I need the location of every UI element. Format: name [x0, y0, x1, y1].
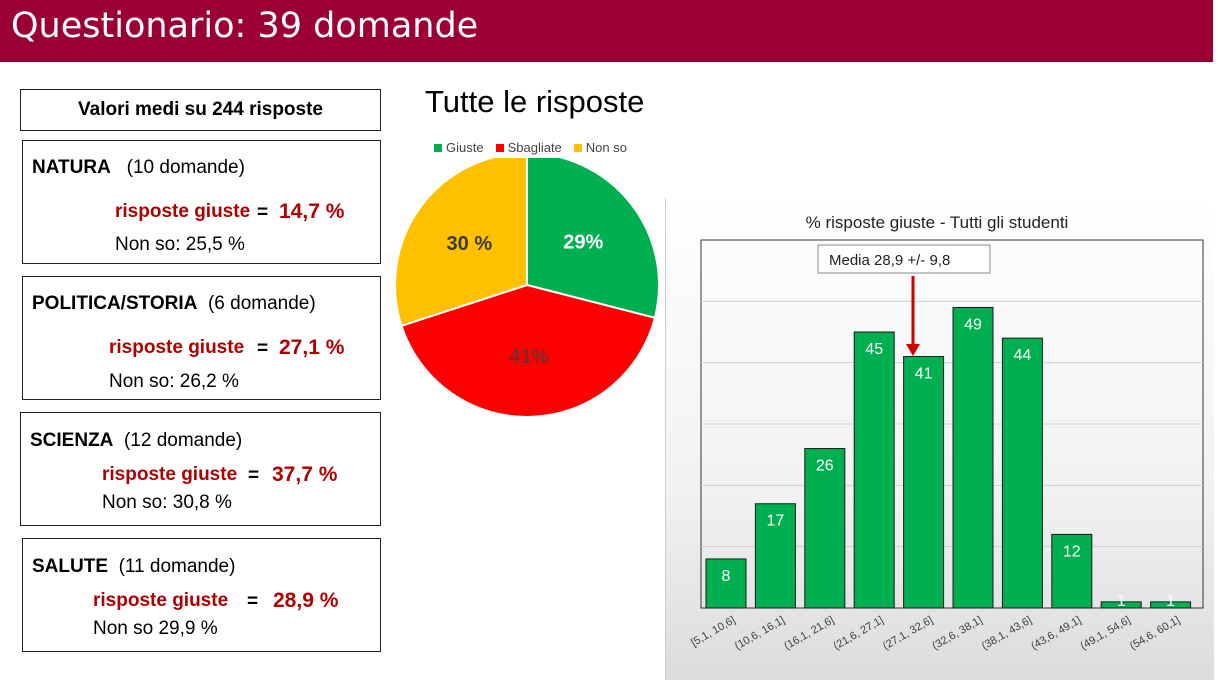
bar-data-label: 17 [767, 513, 785, 530]
category-questions: (6 domande) [207, 293, 316, 314]
bar-data-label: 45 [865, 341, 883, 358]
equals-sign: = [248, 465, 260, 486]
histogram-bar [1051, 533, 1093, 609]
page-title: Questionario: 39 domande [11, 6, 479, 46]
category-name: POLITICA/STORIA [32, 293, 198, 314]
category-name: NATURA [32, 157, 111, 178]
nonso-value: Non so: 26,2 % [109, 371, 239, 392]
pie-chart-title: Tutte le risposte [425, 84, 645, 119]
bar-data-label: 12 [1063, 543, 1081, 560]
category-box-scienza: SCIENZA (12 domande) risposte giuste = 3… [20, 412, 381, 526]
histogram-title: % risposte giuste - Tutti gli studenti [806, 213, 1069, 232]
category-box-salute: SALUTE (11 domande) risposte giuste = 28… [22, 538, 381, 652]
x-tick-label: (10,6, 16,1] [733, 614, 787, 652]
giuste-value: 28,9 % [273, 589, 339, 612]
histogram-bar [1150, 601, 1192, 609]
legend-label-nonso: Non so [585, 140, 627, 155]
giuste-value: 27,1 % [279, 336, 345, 359]
pie-data-label: 30 % [447, 233, 493, 255]
histogram-bar [903, 356, 945, 609]
x-tick-label: (32,6, 38,1] [930, 614, 984, 652]
equals-sign: = [257, 338, 269, 359]
category-questions: (11 domande) [118, 556, 236, 577]
category-box-politica: POLITICA/STORIA (6 domande) risposte giu… [22, 276, 381, 400]
category-questions: (12 domande) [123, 430, 243, 451]
bar-data-label: 1 [1117, 593, 1126, 610]
pie-slice-non-so [394, 158, 528, 328]
bar-data-label: 8 [722, 568, 731, 585]
giuste-value: 37,7 % [272, 463, 338, 486]
summary-title: Valori medi su 244 risposte [78, 99, 323, 120]
x-tick-label: [5,1, 10,6] [689, 614, 737, 649]
legend-item-giuste: Giuste [434, 140, 484, 155]
bar-data-label: 26 [816, 458, 834, 475]
pie-legend: Giuste Sbagliate Non so [434, 140, 627, 155]
giuste-value: 14,7 % [279, 200, 345, 223]
legend-item-nonso: Non so [573, 140, 627, 155]
histogram-bar [853, 331, 895, 609]
category-box-natura: NATURA (10 domande) risposte giuste = 14… [22, 140, 381, 264]
legend-item-sbagliate: Sbagliate [495, 140, 562, 155]
histogram-bar [1001, 337, 1043, 609]
nonso-value: Non so: 30,8 % [102, 492, 232, 513]
category-name: SCIENZA [30, 430, 114, 451]
pie-data-label: 29% [563, 231, 603, 253]
legend-swatch-giuste [434, 143, 442, 152]
x-tick-label: (49,1, 54,6] [1079, 614, 1133, 652]
bar-data-label: 44 [1014, 347, 1032, 364]
nonso-value: Non so 29,9 % [93, 618, 218, 639]
bar-data-label: 49 [964, 316, 982, 333]
histogram-bar [705, 558, 747, 609]
giuste-label: risposte giuste [109, 337, 245, 358]
legend-label-sbagliate: Sbagliate [507, 140, 562, 155]
summary-box: Valori medi su 244 risposte [20, 89, 381, 131]
pie-slice-sbagliate [400, 283, 657, 418]
bar-data-label: 41 [915, 366, 933, 383]
histogram-bar [804, 448, 846, 609]
equals-sign: = [247, 591, 259, 612]
x-tick-label: (16,1, 21,6] [782, 614, 836, 652]
histogram-chart: % risposte giuste - Tutti gli studenti 8 [… [689, 213, 1204, 652]
x-tick-label: (27,1, 32,6] [881, 614, 935, 652]
giuste-label: risposte giuste [93, 590, 229, 611]
pie-slice-giuste [526, 158, 660, 320]
giuste-label: risposte giuste [115, 201, 251, 222]
x-tick-label: (21,6, 27,1] [832, 614, 886, 652]
x-tick-label: (38,1, 43,6] [980, 614, 1034, 652]
mean-annotation-text: Media 28,9 +/- 9,8 [829, 252, 950, 269]
legend-swatch-nonso [573, 143, 582, 152]
pie-chart: 29% 41% 30 % [394, 158, 660, 418]
nonso-value: Non so: 25,5 % [115, 234, 245, 255]
giuste-label: risposte giuste [102, 464, 238, 485]
x-tick-label: (43,6, 49,1] [1029, 614, 1083, 652]
mean-arrow-head [906, 344, 920, 356]
legend-label-giuste: Giuste [446, 140, 484, 155]
bar-data-label: 1 [1166, 593, 1175, 610]
category-name: SALUTE [32, 556, 108, 577]
legend-swatch-sbagliate [495, 143, 504, 152]
equals-sign: = [257, 202, 269, 223]
mean-annotation-box [817, 244, 991, 274]
header-bar: Questionario: 39 domande [0, 0, 1213, 62]
x-tick-label: (54,6, 60,1] [1128, 614, 1182, 652]
histogram-bar [1100, 601, 1142, 609]
histogram-bar [952, 306, 994, 609]
pie-data-label: 41% [509, 346, 549, 368]
category-questions: (10 domande) [126, 157, 245, 178]
histogram-bar [754, 503, 796, 609]
